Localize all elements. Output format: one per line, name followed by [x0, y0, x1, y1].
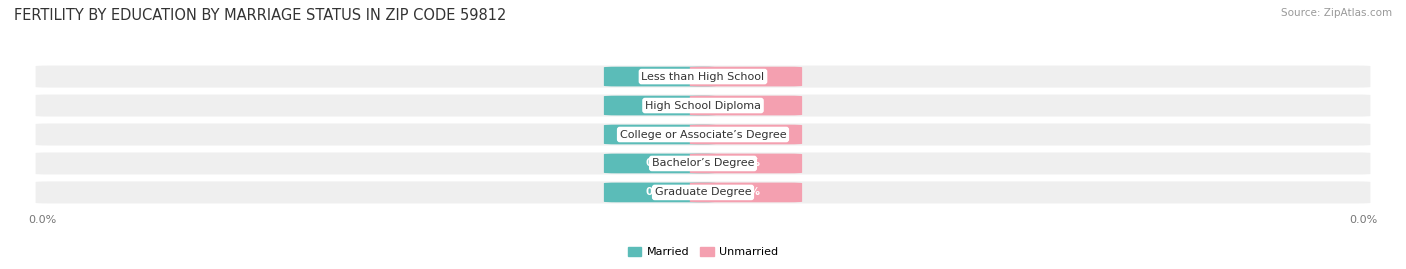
Text: Less than High School: Less than High School	[641, 72, 765, 82]
FancyBboxPatch shape	[35, 94, 1371, 116]
Text: Graduate Degree: Graduate Degree	[655, 187, 751, 197]
FancyBboxPatch shape	[690, 183, 801, 202]
Text: 0.0%: 0.0%	[731, 158, 761, 168]
FancyBboxPatch shape	[690, 67, 801, 86]
FancyBboxPatch shape	[605, 96, 716, 115]
Text: 0.0%: 0.0%	[645, 158, 675, 168]
FancyBboxPatch shape	[690, 96, 801, 115]
FancyBboxPatch shape	[605, 67, 716, 86]
Text: FERTILITY BY EDUCATION BY MARRIAGE STATUS IN ZIP CODE 59812: FERTILITY BY EDUCATION BY MARRIAGE STATU…	[14, 8, 506, 23]
FancyBboxPatch shape	[690, 125, 801, 144]
FancyBboxPatch shape	[35, 153, 1371, 175]
FancyBboxPatch shape	[605, 154, 716, 173]
FancyBboxPatch shape	[35, 181, 1371, 203]
FancyBboxPatch shape	[605, 125, 716, 144]
Text: College or Associate’s Degree: College or Associate’s Degree	[620, 129, 786, 140]
Legend: Married, Unmarried: Married, Unmarried	[623, 242, 783, 261]
FancyBboxPatch shape	[35, 123, 1371, 146]
Text: Bachelor’s Degree: Bachelor’s Degree	[652, 158, 754, 168]
FancyBboxPatch shape	[690, 154, 801, 173]
FancyBboxPatch shape	[35, 66, 1371, 88]
Text: 0.0%: 0.0%	[645, 187, 675, 197]
Text: 0.0%: 0.0%	[731, 129, 761, 140]
Text: 0.0%: 0.0%	[645, 129, 675, 140]
Text: 0.0%: 0.0%	[645, 72, 675, 82]
FancyBboxPatch shape	[605, 183, 716, 202]
Text: 0.0%: 0.0%	[731, 187, 761, 197]
Text: 0.0%: 0.0%	[731, 72, 761, 82]
Text: 0.0%: 0.0%	[645, 101, 675, 111]
Text: High School Diploma: High School Diploma	[645, 101, 761, 111]
Text: Source: ZipAtlas.com: Source: ZipAtlas.com	[1281, 8, 1392, 18]
Text: 0.0%: 0.0%	[731, 101, 761, 111]
